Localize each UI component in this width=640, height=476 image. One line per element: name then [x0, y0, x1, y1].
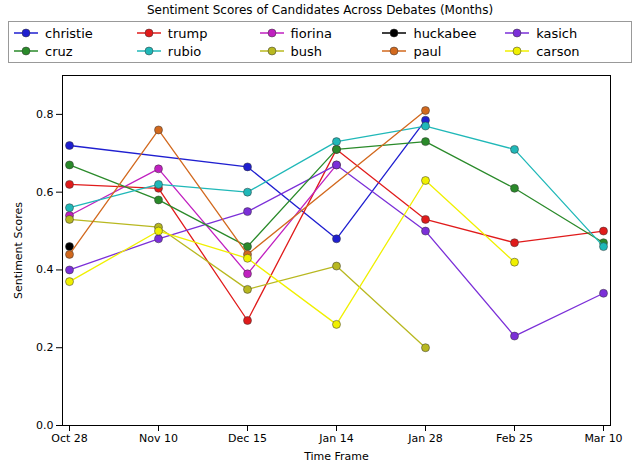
svg-text:0.8: 0.8 [36, 108, 54, 121]
html-text:fiorina: fiorina [290, 25, 332, 41]
svg-text:Jan 14: Jan 14 [318, 432, 353, 445]
html-text:bush: bush [290, 43, 323, 59]
svg-text:Oct 28: Oct 28 [51, 432, 88, 445]
svg-text:Nov 10: Nov 10 [139, 432, 178, 445]
svg-text:0.0: 0.0 [36, 419, 54, 432]
svg-text:Sentiment Scores: Sentiment Scores [12, 202, 25, 299]
html-text:cruz: cruz [45, 43, 73, 59]
html-text:rubio: rubio [167, 43, 202, 59]
html-text:kasich: kasich [536, 25, 578, 41]
svg-text:0.6: 0.6 [36, 186, 54, 199]
html-text:christie: christie [45, 25, 93, 41]
html-text:carson: carson [536, 43, 580, 59]
html-text:Sentiment Scores of Candidates: Sentiment Scores of Candidates Across De… [146, 3, 494, 17]
svg-text:Feb 25: Feb 25 [496, 432, 533, 445]
svg-text:Mar 10: Mar 10 [584, 432, 622, 445]
svg-text:0.2: 0.2 [36, 341, 54, 354]
svg-text:0.4: 0.4 [36, 263, 54, 276]
html-text:huckabee: huckabee [413, 25, 477, 41]
svg-text:Dec 15: Dec 15 [228, 432, 267, 445]
html-text:trump: trump [167, 25, 208, 41]
html-text:paul: paul [413, 43, 442, 59]
svg-text:Jan 28: Jan 28 [407, 432, 442, 445]
svg-text:Time Frame: Time Frame [303, 450, 369, 463]
